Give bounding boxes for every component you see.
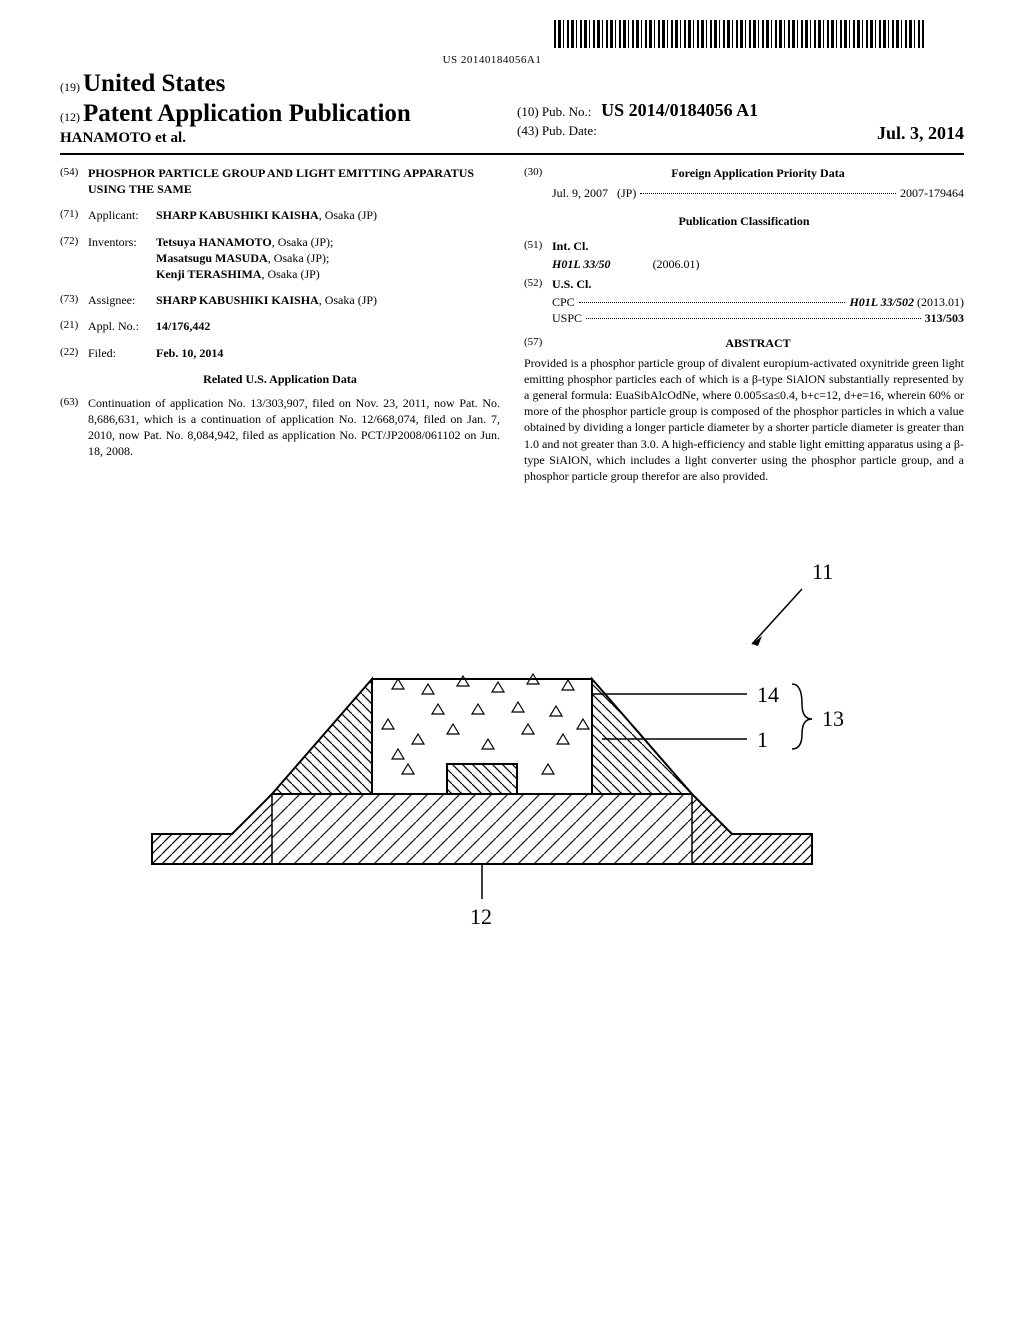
foreign-country: (JP)	[617, 185, 636, 201]
abstract-label: ABSTRACT	[552, 335, 964, 351]
assignee-label: Assignee:	[88, 292, 156, 308]
inventors-code: (72)	[60, 234, 88, 283]
pub-type-line: (12) Patent Application Publication	[60, 100, 507, 128]
pub-no-code: (10)	[517, 104, 539, 119]
ref-13: 13	[822, 706, 844, 731]
assignee-code: (73)	[60, 292, 88, 308]
int-cl-field: (51) Int. Cl.	[524, 238, 964, 254]
appl-no-code: (21)	[60, 318, 88, 334]
title-code: (54)	[60, 165, 88, 197]
int-cl-entry: H01L 33/50 (2006.01)	[524, 256, 964, 272]
inventor3: Kenji TERASHIMA	[156, 267, 261, 281]
classification-header: Publication Classification	[524, 213, 964, 229]
barcode-region: US 20140184056A1	[60, 20, 964, 66]
dots	[640, 193, 896, 194]
assignee-name: SHARP KABUSHIKI KAISHA	[156, 293, 319, 307]
pub-no-label: Pub. No.:	[542, 104, 591, 119]
pub-date-line: (43) Pub. Date: Jul. 3, 2014	[517, 123, 964, 139]
cont-text: Continuation of application No. 13/303,9…	[88, 395, 500, 460]
header-right: (10) Pub. No.: US 2014/0184056 A1 (43) P…	[507, 70, 964, 144]
country-code: (19)	[60, 80, 80, 94]
pub-no: US 2014/0184056 A1	[601, 100, 758, 120]
ref-1: 1	[757, 727, 768, 752]
country-line: (19) United States	[60, 70, 507, 98]
cpc-label: CPC	[552, 294, 575, 310]
abstract-header-field: (57) ABSTRACT	[524, 335, 964, 351]
dots	[579, 302, 846, 303]
appl-no-label: Appl. No.:	[88, 318, 156, 334]
pub-date-label: Pub. Date:	[542, 123, 597, 138]
uspc-class: 313/503	[925, 310, 964, 326]
figure-area: 11 14 1 13 12	[60, 534, 964, 938]
foreign-header: Foreign Application Priority Data	[552, 165, 964, 181]
left-column: (54) PHOSPHOR PARTICLE GROUP AND LIGHT E…	[60, 165, 500, 484]
us-cl-field: (52) U.S. Cl.	[524, 276, 964, 292]
barcode-number: US 20140184056A1	[60, 54, 924, 66]
inventors-content: Tetsuya HANAMOTO, Osaka (JP); Masatsugu …	[156, 234, 500, 283]
applicant-code: (71)	[60, 207, 88, 223]
assignee-loc: , Osaka (JP)	[319, 293, 377, 307]
foreign-code: (30)	[524, 165, 552, 181]
inventor3-loc: , Osaka (JP)	[261, 267, 319, 281]
country-name: United States	[83, 70, 225, 97]
applicant-field: (71) Applicant: SHARP KABUSHIKI KAISHA, …	[60, 207, 500, 223]
int-cl-year: (2006.01)	[653, 257, 700, 271]
authors-line: HANAMOTO et al.	[60, 130, 507, 147]
pub-type-code: (12)	[60, 110, 80, 124]
filed-date: Feb. 10, 2014	[156, 345, 500, 361]
cpc-class: H01L 33/502	[849, 294, 914, 310]
cpc-entry: CPC H01L 33/502 (2013.01)	[524, 294, 964, 310]
dots	[586, 318, 921, 319]
abstract-text: Provided is a phosphor particle group of…	[524, 355, 964, 485]
related-header: Related U.S. Application Data	[60, 371, 500, 387]
pub-date-code: (43)	[517, 123, 539, 138]
barcode-graphic	[554, 20, 924, 48]
continuation-field: (63) Continuation of application No. 13/…	[60, 395, 500, 460]
ref-14: 14	[757, 682, 779, 707]
inventor2-loc: , Osaka (JP);	[268, 251, 330, 265]
ref-12: 12	[470, 904, 492, 929]
foreign-priority-entry: Jul. 9, 2007 (JP) 2007-179464	[524, 185, 964, 201]
pub-date: Jul. 3, 2014	[877, 123, 964, 144]
filed-code: (22)	[60, 345, 88, 361]
pub-no-line: (10) Pub. No.: US 2014/0184056 A1	[517, 100, 964, 121]
right-column: (30) Foreign Application Priority Data J…	[524, 165, 964, 484]
inventor2: Masatsugu MASUDA	[156, 251, 268, 265]
inventors-label: Inventors:	[88, 234, 156, 283]
inventor1-loc: , Osaka (JP);	[272, 235, 334, 249]
uspc-label: USPC	[552, 310, 582, 326]
abstract-code: (57)	[524, 335, 552, 351]
document-header: (19) United States (12) Patent Applicati…	[60, 70, 964, 155]
assignee-content: SHARP KABUSHIKI KAISHA, Osaka (JP)	[156, 292, 500, 308]
ref-11: 11	[812, 559, 833, 584]
filed-field: (22) Filed: Feb. 10, 2014	[60, 345, 500, 361]
appl-no: 14/176,442	[156, 318, 500, 334]
inventor1: Tetsuya HANAMOTO	[156, 235, 272, 249]
invention-title: PHOSPHOR PARTICLE GROUP AND LIGHT EMITTI…	[88, 165, 500, 197]
applicant-content: SHARP KABUSHIKI KAISHA, Osaka (JP)	[156, 207, 500, 223]
title-field: (54) PHOSPHOR PARTICLE GROUP AND LIGHT E…	[60, 165, 500, 197]
int-cl-code: (51)	[524, 238, 552, 254]
bibliographic-columns: (54) PHOSPHOR PARTICLE GROUP AND LIGHT E…	[60, 165, 964, 484]
int-cl-class: H01L 33/50	[552, 257, 611, 271]
applicant-loc: , Osaka (JP)	[319, 208, 377, 222]
foreign-num: 2007-179464	[900, 185, 964, 201]
foreign-date: Jul. 9, 2007	[552, 185, 608, 201]
inventors-field: (72) Inventors: Tetsuya HANAMOTO, Osaka …	[60, 234, 500, 283]
pub-type: Patent Application Publication	[83, 100, 411, 127]
appl-no-field: (21) Appl. No.: 14/176,442	[60, 318, 500, 334]
us-cl-label: U.S. Cl.	[552, 276, 964, 292]
uspc-entry: USPC 313/503	[524, 310, 964, 326]
applicant-label: Applicant:	[88, 207, 156, 223]
assignee-field: (73) Assignee: SHARP KABUSHIKI KAISHA, O…	[60, 292, 500, 308]
foreign-priority-field: (30) Foreign Application Priority Data	[524, 165, 964, 181]
cpc-year: (2013.01)	[917, 294, 964, 310]
us-cl-code: (52)	[524, 276, 552, 292]
header-left: (19) United States (12) Patent Applicati…	[60, 70, 507, 147]
int-cl-label: Int. Cl.	[552, 238, 964, 254]
patent-figure: 11 14 1 13 12	[112, 534, 912, 934]
applicant-name: SHARP KABUSHIKI KAISHA	[156, 208, 319, 222]
filed-label: Filed:	[88, 345, 156, 361]
cont-code: (63)	[60, 395, 88, 460]
